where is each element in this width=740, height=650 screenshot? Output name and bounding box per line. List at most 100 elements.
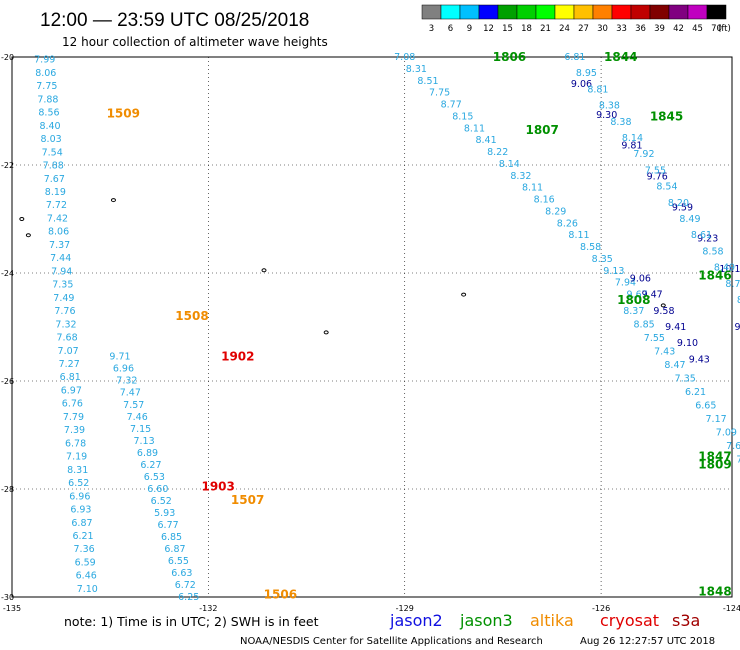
swh-value: 7.67 [44, 174, 65, 185]
swh-value: 7.75 [429, 88, 450, 99]
wave-height-points: 7.99 8.06 7.75 7.88 8.56 8.40 8.03 7.54 7.88 7.67… [34, 52, 740, 603]
track-label: 1506 [264, 587, 297, 601]
swh-value: 8.41 [475, 135, 496, 146]
scale-swatch [649, 4, 670, 20]
islands [19, 198, 666, 335]
swh-value: 8.58 [580, 242, 601, 253]
legend: jason2 jason3 altika cryosat s3a [389, 611, 700, 630]
y-tick-label: -28 [1, 485, 14, 494]
scale-swatch [592, 4, 613, 20]
swh-value: 6.65 [695, 400, 716, 411]
swh-value: 6.76 [62, 399, 83, 410]
gridlines [12, 57, 732, 597]
swh-value: 9.41 [665, 322, 686, 333]
scale-swatch [687, 4, 708, 20]
swh-value: 8.95 [576, 68, 597, 79]
swh-value: 6.85 [161, 532, 182, 543]
swh-value: 8.37 [623, 306, 644, 317]
swh-value: 9.23 [697, 233, 718, 244]
scale-tick-label: 39 [654, 24, 665, 34]
swh-value: 9.71 [109, 352, 130, 363]
x-tick-label: -132 [199, 604, 217, 613]
swh-value: 6.81 [564, 52, 585, 63]
swh-value: 8.47 [664, 360, 685, 371]
swh-value: 8.06 [48, 227, 69, 238]
footer-note: note: 1) Time is in UTC; 2) SWH is in fe… [64, 614, 319, 629]
x-tick-label: -124 [723, 604, 740, 613]
swh-value: 7.35 [52, 280, 73, 291]
island-mark [25, 233, 31, 238]
scale-tick-label: 18 [521, 24, 532, 34]
scale-tick-label: 33 [616, 24, 627, 34]
swh-value: 8.31 [406, 64, 427, 75]
swh-value: 8.26 [557, 218, 578, 229]
swh-value: 7.43 [654, 346, 675, 357]
swh-value: 7.19 [66, 452, 87, 463]
track-label: 1845 [650, 109, 683, 123]
swh-value: 6.46 [76, 571, 97, 582]
swh-value: 8.19 [45, 187, 66, 198]
swh-value: 8.38 [599, 101, 620, 112]
swh-value: 7.99 [34, 55, 55, 66]
swh-value: 8.77 [441, 100, 462, 111]
plot-frame [11, 56, 733, 598]
legend-jason3: jason3 [459, 611, 513, 630]
swh-value: 6.53 [144, 472, 165, 483]
axis-ticks: -135-132-129-126-123-124-20-22-24-26-28-… [1, 53, 740, 613]
track-label: 1507 [231, 493, 264, 507]
swh-value: 8.06 [35, 68, 56, 79]
track-labels: 1509 1508 1507 1506 1902 1903 1806 1807 1808 1809… [107, 50, 732, 601]
swh-value: 8.40 [39, 121, 60, 132]
y-tick-label: -26 [1, 377, 14, 386]
swh-value: 7.75 [36, 81, 57, 92]
swh-value: 8.14 [622, 133, 643, 144]
swh-value: 6.87 [164, 544, 185, 555]
swh-value: 7.55 [645, 165, 666, 176]
track-label: 1806 [493, 50, 526, 64]
scale-tick-label: 24 [559, 24, 570, 34]
island-mark [323, 330, 329, 335]
scale-swatch [516, 4, 537, 20]
track-label: 1808 [617, 293, 650, 307]
island-mark [261, 268, 267, 273]
swh-value: 7.27 [59, 359, 80, 370]
swh-value: 9.10 [677, 338, 698, 349]
swh-value: 8.20 [668, 198, 689, 209]
swh-value: 8.22 [487, 147, 508, 158]
scale-tick-label: 30 [597, 24, 608, 34]
swh-value: 7.72 [46, 200, 67, 211]
swh-value: 9.43 [689, 354, 710, 365]
swh-value: 9.58 [653, 306, 674, 317]
y-tick-label: -30 [1, 593, 14, 602]
swh-value: 8.49 [679, 214, 700, 225]
swh-value: 8.31 [67, 465, 88, 476]
swh-value: 7.17 [706, 414, 727, 425]
swh-value: 8.35 [592, 254, 613, 265]
scale-tick-label: 36 [635, 24, 646, 34]
chart-subtitle: 12 hour collection of altimeter wave hei… [62, 35, 328, 49]
swh-value: 8.29 [545, 206, 566, 217]
swh-value: 6.77 [158, 520, 179, 531]
swh-value: 8.85 [634, 319, 655, 330]
scale-swatch [668, 4, 689, 20]
swh-value: 5.93 [154, 508, 175, 519]
swh-value: 7.10 [77, 584, 98, 595]
legend-s3a: s3a [672, 611, 700, 630]
swh-value: 6.87 [71, 518, 92, 529]
track-label: 1902 [221, 350, 254, 364]
x-tick-label: -126 [592, 604, 610, 613]
swh-value: 8.51 [417, 76, 438, 87]
swh-value: 9.47 [642, 290, 663, 301]
swh-value: 7.88 [37, 94, 58, 105]
swh-value: 8.54 [656, 182, 677, 193]
island-mark [461, 292, 467, 297]
swh-value: 9.06 [571, 79, 592, 90]
swh-value: 9.06 [630, 273, 651, 284]
swh-value: 7.37 [49, 240, 70, 251]
track-label: 1848 [698, 585, 731, 599]
swh-value: 8.15 [452, 111, 473, 122]
swh-value: 8.61 [691, 230, 712, 241]
swh-value: 6.25 [178, 592, 199, 603]
swh-value: 6.55 [168, 556, 189, 567]
